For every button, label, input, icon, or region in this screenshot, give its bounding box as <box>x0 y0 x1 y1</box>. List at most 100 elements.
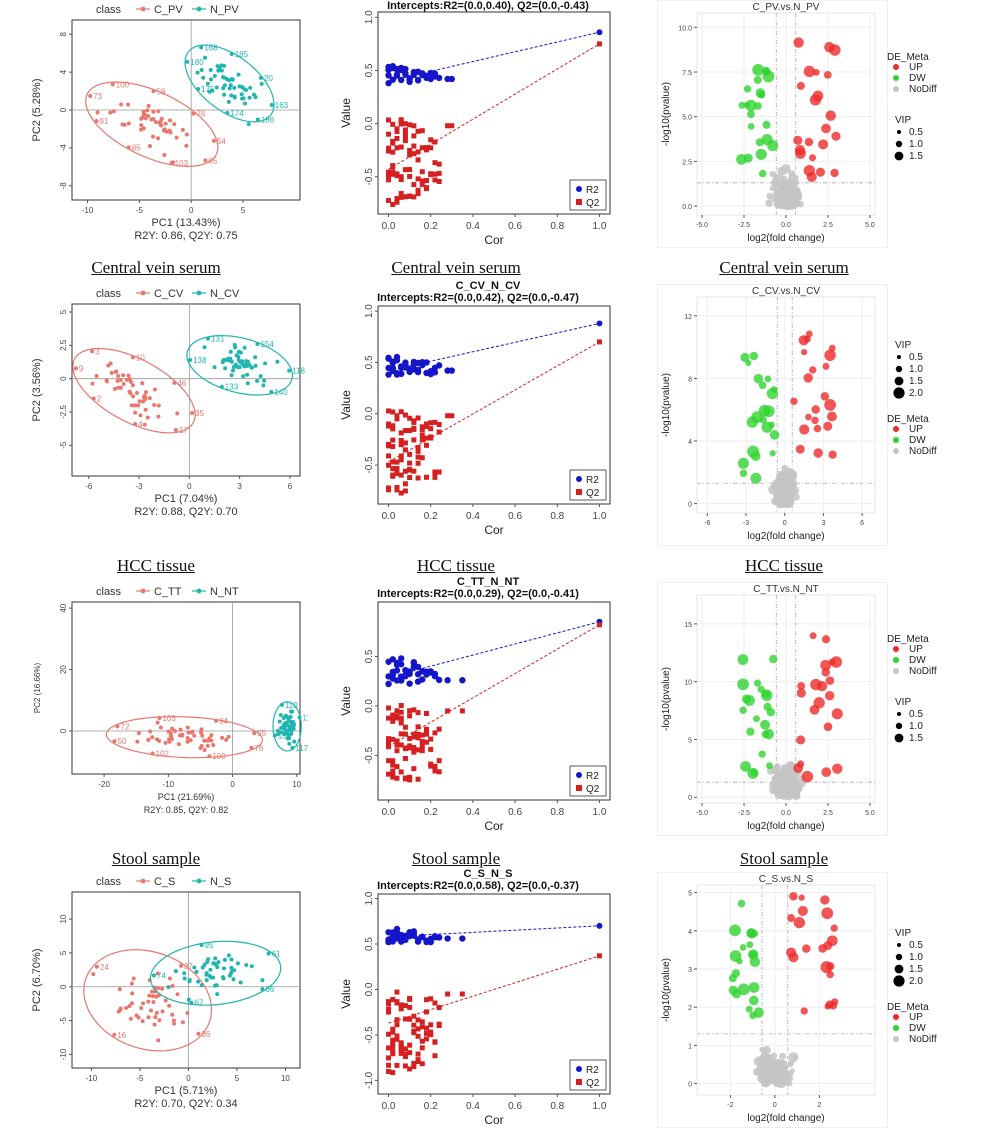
q2-point <box>394 416 400 422</box>
r2-regression-line <box>388 31 600 82</box>
r2-point <box>402 359 409 366</box>
sample-point <box>167 1003 172 1008</box>
sample-point <box>261 383 266 388</box>
x-tick-label: 0.6 <box>508 511 522 522</box>
legend-marker-vip <box>893 975 905 987</box>
sample-point <box>129 981 134 986</box>
legend-marker-de <box>893 1025 899 1031</box>
legend-marker-r2 <box>576 476 582 482</box>
legend-marker-case <box>140 588 146 594</box>
up-point <box>803 335 811 343</box>
sample-point <box>151 1000 156 1005</box>
sample-point <box>180 1020 185 1025</box>
y-tick-label: -10 <box>59 1048 68 1060</box>
legend-label-r2: R2 <box>586 1065 599 1076</box>
nodiff-point <box>785 761 796 771</box>
q2-original-point <box>596 339 602 345</box>
up-point <box>796 760 805 768</box>
sample-point <box>168 731 173 736</box>
sample-point <box>212 74 217 79</box>
dw-point <box>744 695 755 706</box>
q2-point <box>398 1047 404 1053</box>
up-point <box>789 891 798 901</box>
nodiff-point <box>792 493 800 501</box>
legend-label-vip: 0.5 <box>909 940 923 951</box>
legend-label-de: DW <box>909 655 926 666</box>
q2-point <box>390 762 396 768</box>
q2-point <box>419 437 425 443</box>
q2-point <box>398 709 404 715</box>
legend-label-de: DW <box>909 435 926 446</box>
q2-point <box>415 747 421 753</box>
legend-marker-normal <box>196 588 202 594</box>
dw-point <box>737 983 750 996</box>
q2-point <box>415 460 421 466</box>
q2-point <box>398 472 404 478</box>
up-point <box>829 44 841 56</box>
legend-marker-de <box>893 448 899 454</box>
up-point <box>821 635 831 644</box>
y-tick-label: 10.0 <box>678 25 692 32</box>
legend-marker-q2 <box>576 199 582 205</box>
sample-point <box>244 87 249 92</box>
sample-point <box>180 733 185 738</box>
x-tick-label: 0.4 <box>466 1101 480 1112</box>
r2-point <box>444 677 451 684</box>
sample-point <box>215 992 220 997</box>
permutation-chart-s: C_S_N_S Intercepts:R2=(0.0,0.58), Q2=(0.0… <box>338 868 623 1128</box>
q2-point <box>390 444 396 450</box>
sample-point <box>136 1015 141 1020</box>
q2-point <box>402 412 408 418</box>
sample-point <box>174 135 179 140</box>
sample-point <box>269 103 274 108</box>
up-point <box>821 123 831 134</box>
sample-point <box>169 160 174 165</box>
q2-point <box>386 487 392 493</box>
chart-title: C_S_N_S <box>464 868 513 880</box>
sample-label: 59 <box>157 87 166 96</box>
legend-marker-vip <box>894 733 904 743</box>
legend-label-vip: 2.0 <box>909 388 923 399</box>
x-tick-label: 2 <box>817 1102 821 1109</box>
sample-point <box>128 379 133 384</box>
r2-point <box>393 925 401 933</box>
up-point <box>796 735 806 745</box>
sample-point <box>196 979 201 984</box>
sample-point <box>200 965 205 970</box>
nodiff-point <box>779 1071 787 1080</box>
r2-point <box>435 676 443 684</box>
sample-label: 174 <box>230 109 244 118</box>
x-tick-label: 0.0 <box>781 222 791 229</box>
up-point <box>823 421 833 431</box>
up-point <box>830 924 838 932</box>
sample-point <box>159 116 164 121</box>
sample-point <box>188 358 193 363</box>
sample-point <box>124 1005 129 1010</box>
sample-point <box>200 733 205 738</box>
q2-point <box>390 472 396 478</box>
sample-label: 2 <box>97 394 102 403</box>
q2-point <box>386 145 392 151</box>
q2-point <box>411 426 417 432</box>
sample-point <box>110 82 115 87</box>
up-point <box>796 688 806 698</box>
sample-point <box>248 85 253 90</box>
y-axis-label: -log10(pvalue) <box>661 373 672 437</box>
nodiff-point <box>779 1052 787 1060</box>
r2-point <box>435 934 443 941</box>
dw-point <box>740 352 750 363</box>
q2-point <box>428 1022 434 1028</box>
q2-point <box>386 1031 392 1037</box>
legend-label-de: UP <box>909 424 923 435</box>
q2-point <box>402 121 408 127</box>
q2-point <box>445 123 451 129</box>
pls-da-plot: class C_S N_S -10 -5 0 5 10 -10 -5 0 5 10 37 24 16 36 61 9… <box>31 876 301 1110</box>
legend-title-vip: VIP <box>895 928 911 939</box>
legend-label-de: NoDiff <box>909 1034 937 1045</box>
q2-point <box>428 137 434 143</box>
legend-marker-vip <box>895 140 903 148</box>
q2-point <box>390 426 396 432</box>
y-tick-label: 1.0 <box>364 304 375 318</box>
q2-point <box>407 152 413 158</box>
y-tick-label: 1 <box>688 1043 692 1050</box>
